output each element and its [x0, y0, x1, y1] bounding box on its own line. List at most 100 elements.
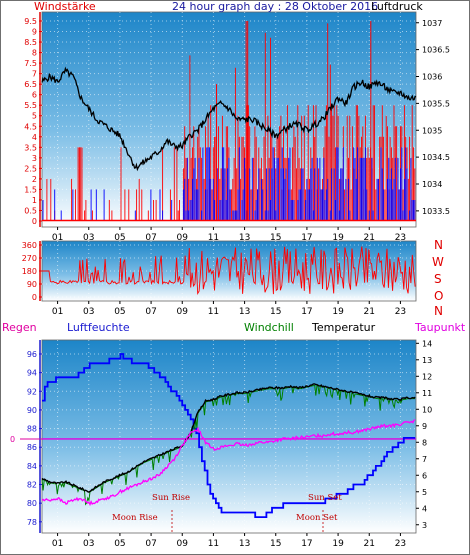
moon-set-label: Moon Set — [296, 513, 338, 523]
x-tick-label: 05 — [114, 233, 125, 243]
x-tick-label: 05 — [114, 307, 125, 317]
wind-y-tick-label: 4.5 — [24, 122, 37, 131]
humidity-y-tick-label: 80 — [27, 499, 37, 508]
dewpoint-line — [41, 419, 416, 507]
x-tick-label: 23 — [395, 233, 406, 243]
chart-title: 24 hour graph day : 28 Oktober 2016 — [172, 0, 378, 13]
x-tick-label: 05 — [114, 539, 125, 549]
x-tick-label: 11 — [208, 307, 219, 317]
temperature-humidity-panel: 7880828486889092949634567891011121314001… — [2, 321, 466, 549]
humidity-y-tick-label: 88 — [27, 425, 37, 434]
wind-y-tick-label: 0.5 — [24, 206, 37, 215]
x-tick-label: 13 — [239, 539, 250, 549]
dir-label-n-bottom: N — [434, 304, 443, 318]
temperature-line — [41, 383, 416, 493]
temperature-y-tick-label: 11 — [422, 389, 432, 398]
temperature-y-tick-label: 9 — [422, 422, 427, 431]
wind-y-tick-label: 8.5 — [24, 38, 37, 47]
pressure-y-tick-label: 1035 — [422, 126, 442, 135]
x-tick-label: 19 — [332, 233, 344, 243]
x-tick-label: 21 — [364, 307, 375, 317]
x-tick-label: 15 — [270, 233, 281, 243]
x-tick-label: 19 — [332, 539, 344, 549]
wind-y-tick-label: 3.5 — [24, 143, 37, 152]
rain-y-tick-label: 0 — [10, 435, 15, 444]
humidity-y-tick-label: 82 — [27, 481, 37, 490]
wind-direction-axes: 0 90 180 270 360 01 03 05 07 09 11 13 15 17 19 21 23 — [22, 241, 406, 317]
wind-y-tick-label: 1 — [32, 196, 37, 205]
humidity-y-tick-label: 90 — [27, 406, 37, 415]
sun-rise-label: Sun Rise — [152, 493, 190, 503]
wind-direction-panel: 0 90 180 270 360 01 03 05 07 09 11 13 15 17 19 21 23 N W… — [22, 238, 444, 318]
direction-y-tick-label: 0 — [32, 293, 37, 302]
wind-y-tick-label: 9 — [32, 28, 37, 37]
x-tick-label: 13 — [239, 233, 250, 243]
pressure-y-tick-label: 1034 — [422, 180, 442, 189]
temperatur-label: Temperatur — [311, 321, 376, 334]
wind-y-tick-label: 5.5 — [24, 101, 37, 110]
temperature-y-tick-label: 12 — [422, 372, 432, 381]
wind-y-tick-label: 4 — [32, 133, 37, 142]
temperature-y-tick-label: 5 — [422, 488, 427, 497]
luftfeuchte-label: Luftfeuchte — [67, 321, 130, 334]
x-tick-label: 23 — [395, 539, 406, 549]
dir-label-n-top: N — [434, 238, 443, 252]
windchill-label: Windchill — [244, 321, 294, 334]
x-tick-label: 03 — [83, 307, 94, 317]
compass-labels: N W S O N — [432, 238, 444, 318]
x-tick-label: 15 — [270, 307, 281, 317]
x-tick-label: 07 — [145, 307, 156, 317]
wind-direction-line — [42, 246, 416, 296]
x-tick-label: 17 — [301, 307, 312, 317]
temperature-y-tick-label: 6 — [422, 471, 427, 480]
x-tick-label: 13 — [239, 307, 250, 317]
humidity-y-tick-label: 94 — [27, 369, 37, 378]
temperature-y-tick-label: 14 — [422, 339, 432, 348]
wind-pressure-panel: 0 0.51 1.52 2.53 3.54 4.55 5.56 6.57 7.58 8.59 9.5… — [24, 0, 450, 243]
wind-pressure-series — [41, 21, 417, 222]
temperature-y-tick-label: 10 — [422, 405, 432, 414]
x-tick-label: 11 — [208, 539, 219, 549]
pressure-y-tick-label: 1036.5 — [422, 46, 450, 55]
pressure-y-tick-label: 1035.5 — [422, 99, 450, 108]
windstaerke-label: Windstärke — [34, 0, 96, 13]
taupunkt-label: Taupunkt — [414, 321, 466, 334]
pressure-y-tick-label: 1036 — [422, 73, 442, 82]
wind-y-tick-label: 2.5 — [24, 164, 37, 173]
x-tick-label: 01 — [52, 233, 63, 243]
humidity-y-tick-label: 96 — [27, 350, 37, 359]
x-tick-label: 23 — [395, 307, 406, 317]
x-tick-label: 09 — [177, 233, 189, 243]
pressure-line — [41, 66, 417, 172]
wind-y-tick-label: 6 — [32, 91, 37, 100]
x-tick-label: 09 — [177, 307, 189, 317]
wind-y-tick-label: 7 — [32, 70, 37, 79]
direction-y-tick-label: 90 — [27, 280, 37, 289]
wind-y-tick-label: 0 — [32, 217, 37, 226]
wind-direction-series — [42, 246, 416, 296]
moon-rise-label: Moon Rise — [112, 513, 158, 523]
x-tick-label: 01 — [52, 539, 63, 549]
direction-y-tick-label: 270 — [22, 254, 37, 263]
dir-label-o: O — [434, 289, 443, 303]
sun-set-label: Sun Set — [308, 493, 342, 503]
temperature-y-tick-label: 8 — [422, 438, 427, 447]
temperature-axes: 7880828486889092949634567891011121314001… — [10, 339, 432, 549]
humidity-y-tick-label: 92 — [27, 387, 37, 396]
wind-y-tick-label: 7.5 — [24, 59, 37, 68]
x-tick-label: 15 — [270, 539, 281, 549]
wind-y-tick-label: 2 — [32, 175, 37, 184]
x-tick-label: 17 — [301, 539, 312, 549]
temperature-y-tick-label: 3 — [422, 521, 427, 530]
temperature-plot-area — [41, 339, 417, 534]
dir-label-s: S — [434, 272, 442, 286]
temperature-y-tick-label: 7 — [422, 455, 427, 464]
pressure-y-tick-label: 1034.5 — [422, 153, 450, 162]
x-tick-label: 11 — [208, 233, 219, 243]
x-tick-label: 03 — [83, 233, 94, 243]
pressure-y-tick-label: 1037 — [422, 19, 442, 28]
wind-y-tick-label: 6.5 — [24, 80, 37, 89]
x-tick-label: 03 — [83, 539, 94, 549]
wind-y-tick-label: 9.5 — [24, 17, 37, 26]
